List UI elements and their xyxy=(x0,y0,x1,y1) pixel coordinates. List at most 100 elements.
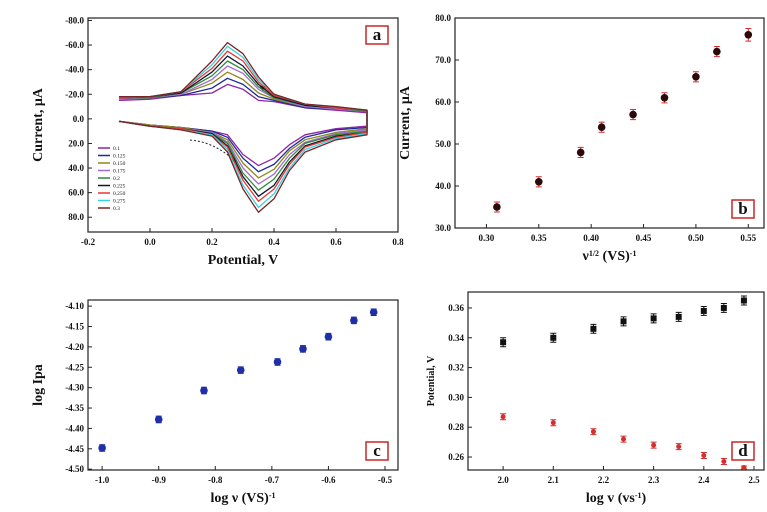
point xyxy=(740,297,747,304)
y-tick-label: -80.0 xyxy=(65,15,84,25)
point xyxy=(660,94,669,102)
legend-label: 0.2 xyxy=(113,176,120,182)
x-tick-label: 0.50 xyxy=(688,233,704,243)
y-tick-label: 60.0 xyxy=(68,188,84,198)
y-tick-label: -20.0 xyxy=(65,89,84,99)
panel-label-box xyxy=(365,441,389,461)
legend-label: 0.275 xyxy=(113,199,126,205)
point xyxy=(629,110,637,119)
y-tick-label: -4.25 xyxy=(65,362,84,372)
panel-label: d xyxy=(738,441,748,460)
x-axis-label: Potential, V xyxy=(208,253,279,268)
x-axis-label-part: -1 xyxy=(269,491,276,500)
x-tick-label: 0.55 xyxy=(740,233,756,243)
point xyxy=(324,332,333,341)
point xyxy=(744,31,753,39)
scan-arrow xyxy=(189,139,237,163)
y-axis-label: log Ipa xyxy=(31,364,46,406)
point xyxy=(299,345,307,353)
legend-label: 0.1 xyxy=(113,146,120,152)
point xyxy=(154,415,163,424)
point xyxy=(500,339,507,346)
point xyxy=(590,429,596,435)
point xyxy=(576,148,585,157)
y-tick-label: -4.10 xyxy=(65,301,84,311)
panel-label-box xyxy=(365,25,389,45)
plot-frame xyxy=(87,299,399,471)
point xyxy=(493,203,501,211)
y-axis-label-part: log Ipa xyxy=(31,364,46,406)
panel-label: b xyxy=(738,199,747,218)
y-tick-label: 0.36 xyxy=(448,303,464,313)
y-tick-label: -4.40 xyxy=(65,423,84,433)
x-tick-label: -0.8 xyxy=(208,475,223,485)
y-tick-label: 0.0 xyxy=(73,114,85,124)
y-tick-label: 20.0 xyxy=(68,138,84,148)
x-axis-label: log ν (VS)-1 xyxy=(210,491,275,507)
y-tick-label: 80.0 xyxy=(68,212,84,222)
point xyxy=(369,308,378,317)
y-tick-label: 0.26 xyxy=(448,452,464,462)
point xyxy=(273,358,282,366)
x-axis-label-part: -1 xyxy=(635,491,642,500)
point xyxy=(590,325,597,332)
y-tick-label: -4.50 xyxy=(65,464,84,474)
x-tick-label: 0.6 xyxy=(330,237,342,247)
y-tick-label: -4.15 xyxy=(65,321,84,331)
point xyxy=(700,307,707,314)
x-axis-label-part: ) xyxy=(642,491,647,506)
point xyxy=(98,444,106,452)
point xyxy=(534,178,543,186)
y-axis-label: Current, μA xyxy=(31,87,46,162)
legend-label: 0.175 xyxy=(113,169,126,175)
x-axis-label-part: log ν (VS) xyxy=(210,491,269,506)
x-tick-label: 0.45 xyxy=(636,233,652,243)
cv-curve xyxy=(118,41,368,213)
x-axis-label-part: -1 xyxy=(630,249,637,258)
x-tick-label: 2.0 xyxy=(497,475,509,485)
y-axis-label: Potential, V xyxy=(426,355,437,406)
x-tick-label: 0.4 xyxy=(268,237,280,247)
x-tick-label: 0.8 xyxy=(392,237,404,247)
point xyxy=(550,334,557,341)
cv-curve xyxy=(118,71,368,179)
x-tick-label: 0.40 xyxy=(583,233,599,243)
x-tick-label: 0.30 xyxy=(479,233,495,243)
y-tick-label: 70.0 xyxy=(435,55,451,65)
legend-label: 0.250 xyxy=(113,191,126,197)
point xyxy=(741,464,747,470)
x-axis-label: log v (vs-1) xyxy=(586,491,647,507)
x-tick-label: -0.2 xyxy=(81,237,96,247)
y-tick-label: -4.35 xyxy=(65,403,84,413)
point xyxy=(500,414,506,420)
x-tick-label: -0.7 xyxy=(265,475,280,485)
y-tick-label: 40.0 xyxy=(435,181,451,191)
x-axis-label-part: log v (vs xyxy=(586,491,636,506)
x-axis-label-part: (VS) xyxy=(599,249,630,264)
point xyxy=(692,73,700,81)
x-tick-label: 0.0 xyxy=(144,237,156,247)
y-tick-label: 60.0 xyxy=(435,97,451,107)
point xyxy=(675,313,682,320)
y-axis-label-part: Potential, V xyxy=(426,355,437,406)
legend-label: 0.3 xyxy=(113,206,120,212)
x-axis-label-part: 1/2 xyxy=(589,249,599,258)
point xyxy=(550,420,556,426)
y-tick-label: 0.28 xyxy=(448,422,464,432)
point xyxy=(720,304,727,311)
plot-frame xyxy=(467,291,765,471)
point xyxy=(236,366,245,374)
plot-frame xyxy=(454,17,765,229)
plot-frame xyxy=(87,17,399,233)
point xyxy=(651,442,657,448)
y-tick-label: -4.20 xyxy=(65,342,84,352)
panel-label: a xyxy=(373,25,382,44)
point xyxy=(721,459,727,465)
y-tick-label: -4.45 xyxy=(65,444,84,454)
point xyxy=(650,315,657,322)
y-tick-label: -4.30 xyxy=(65,383,84,393)
panel-label-box xyxy=(731,441,755,461)
x-tick-label: 2.4 xyxy=(698,475,710,485)
x-tick-label: 0.35 xyxy=(531,233,547,243)
